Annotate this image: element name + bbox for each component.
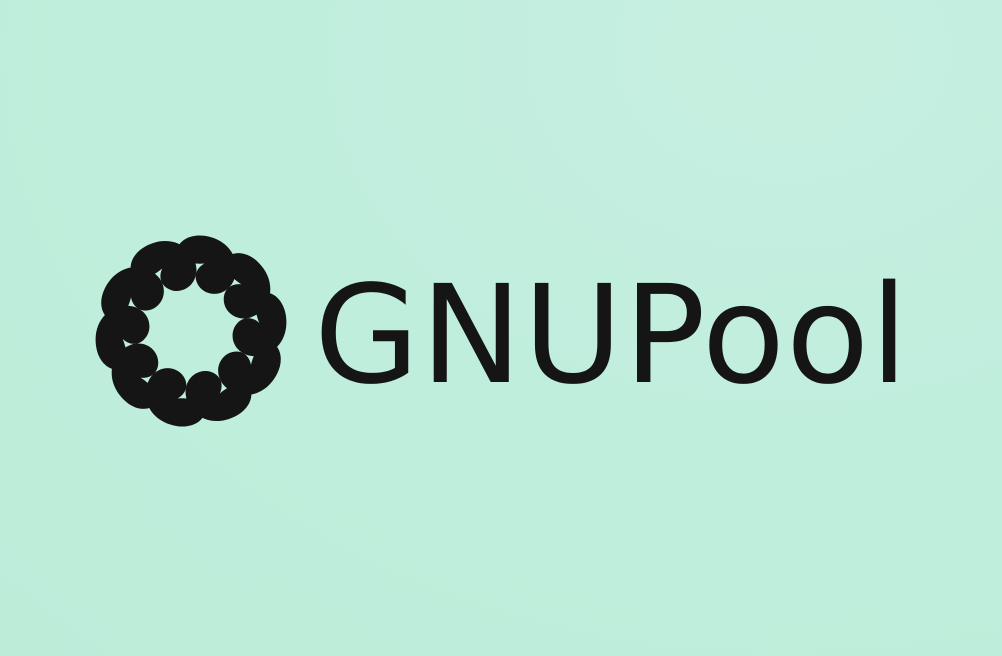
swirl-petals-icon <box>95 235 287 427</box>
petal-shape <box>145 368 206 427</box>
petal-shape <box>130 241 197 291</box>
brand-wordmark: GNUPool <box>314 257 910 415</box>
petal-shape <box>232 292 287 357</box>
petal-shape <box>95 305 150 370</box>
petal-shape <box>218 342 281 395</box>
petal-shape <box>101 267 164 320</box>
petal-shape <box>176 235 237 294</box>
